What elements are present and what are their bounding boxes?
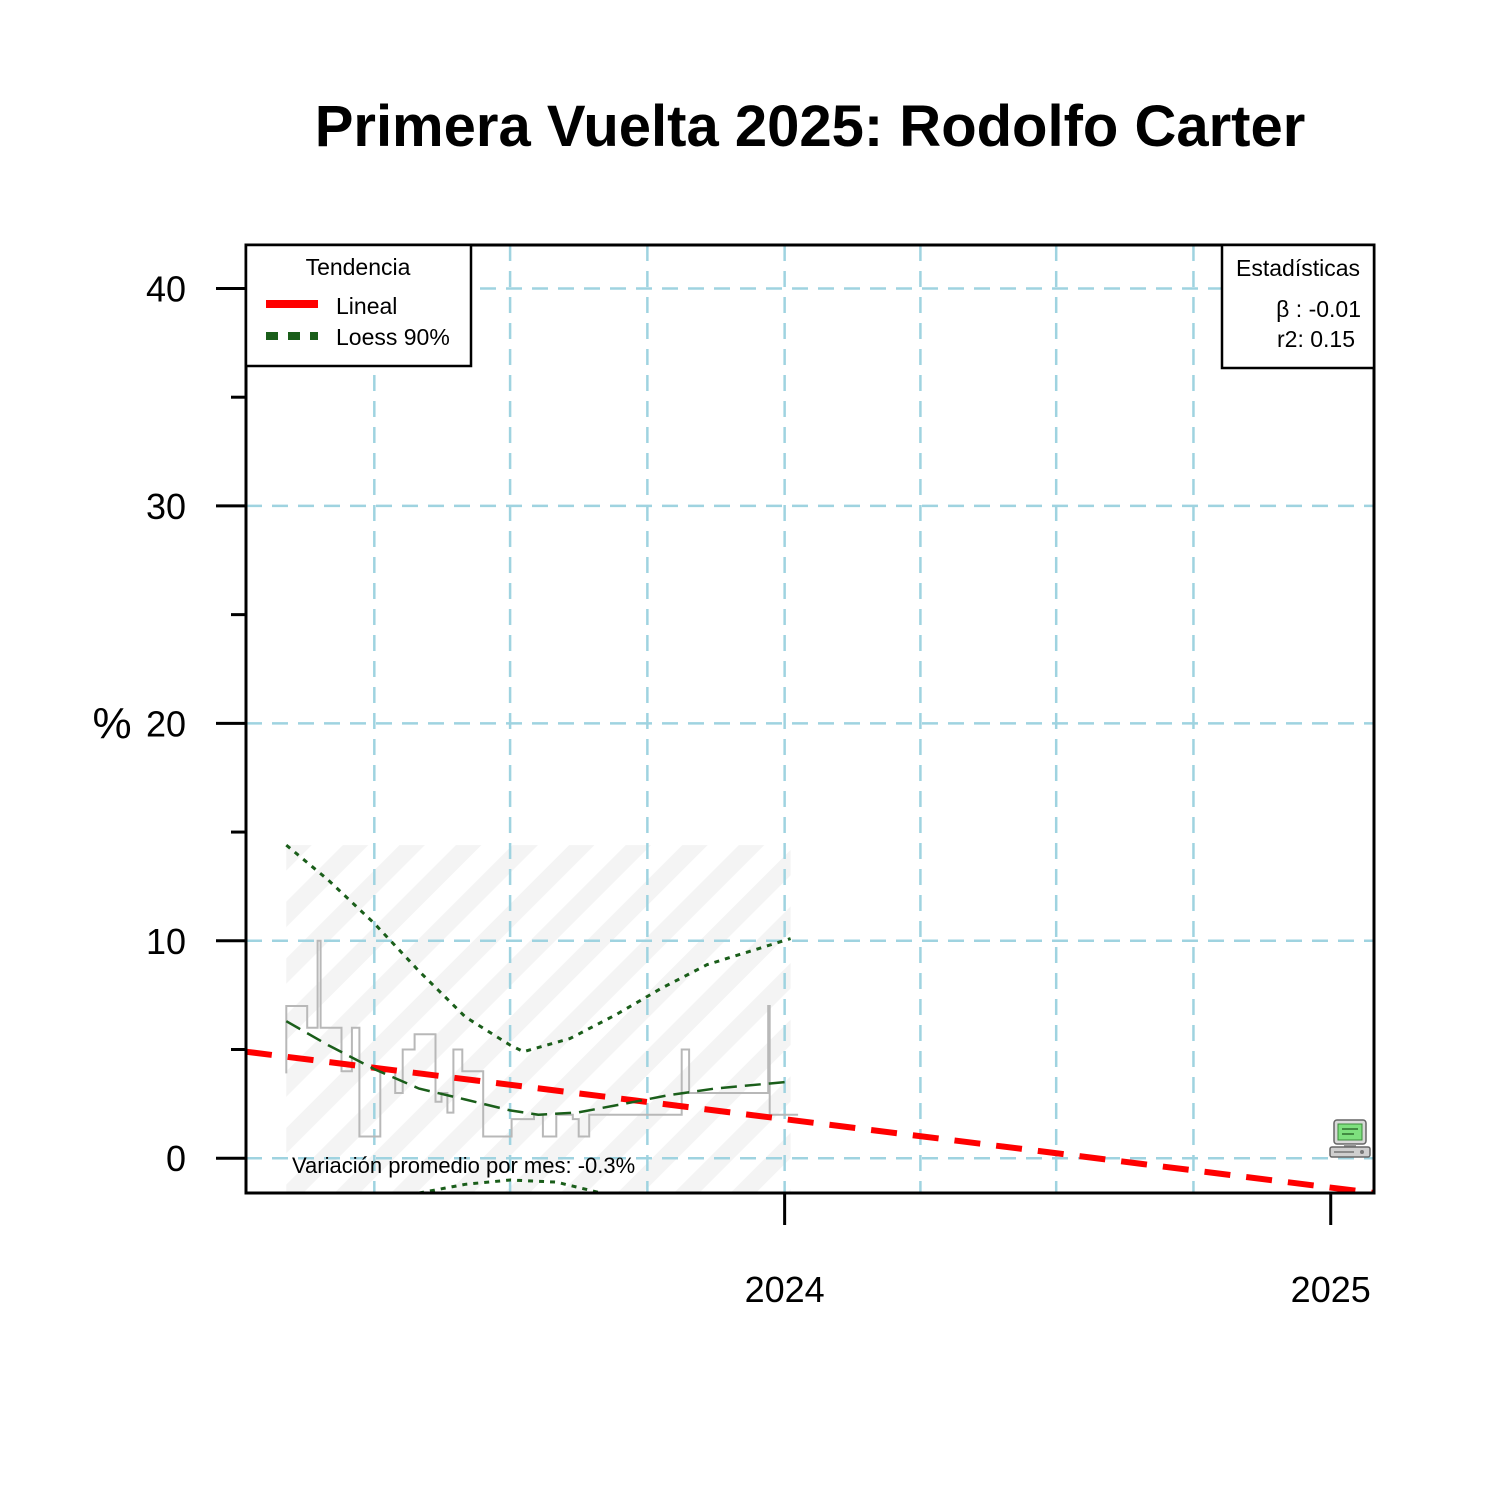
stats-beta: β : -0.01 (1276, 296, 1361, 322)
hatched-region (286, 845, 791, 1193)
x-tick-label: 2025 (1291, 1269, 1371, 1310)
legend-title: Tendencia (306, 254, 411, 280)
annotation-variacion: Variación promedio por mes: -0.3% (292, 1153, 635, 1178)
x-tick-label: 2024 (745, 1269, 825, 1310)
stats-box-frame (1220, 243, 1376, 370)
hatch-area (286, 845, 791, 1193)
axes: 0 10 20 30 40 2024 2025 (146, 268, 1371, 1310)
y-axis-title: % (92, 699, 131, 748)
computer-icon (1329, 1119, 1371, 1158)
series-loess-lower (418, 1178, 602, 1193)
legend: Tendencia Lineal Loess 90% (244, 243, 473, 368)
y-tick-label: 20 (146, 703, 186, 744)
y-tick-label: 40 (146, 268, 186, 309)
series-lineal (246, 1048, 1374, 1193)
stats-r2: r2: 0.15 (1277, 326, 1355, 352)
legend-label-loess: Loess 90% (336, 324, 450, 350)
y-tick-label: 10 (146, 921, 186, 962)
legend-label-lineal: Lineal (336, 293, 397, 319)
chart-title: Primera Vuelta 2025: Rodolfo Carter (315, 94, 1306, 159)
plot-frame (244, 243, 1376, 1195)
y-tick-label: 0 (166, 1138, 186, 1179)
y-tick-label: 30 (146, 486, 186, 527)
series-loess-upper (285, 843, 792, 1054)
stats-box: Estadísticas β : -0.01 r2: 0.15 (1220, 243, 1376, 370)
stats-title: Estadísticas (1236, 255, 1360, 281)
series-group (246, 843, 1374, 1193)
series-loess (285, 1020, 785, 1116)
series-encuestas-step (285, 939, 799, 1138)
